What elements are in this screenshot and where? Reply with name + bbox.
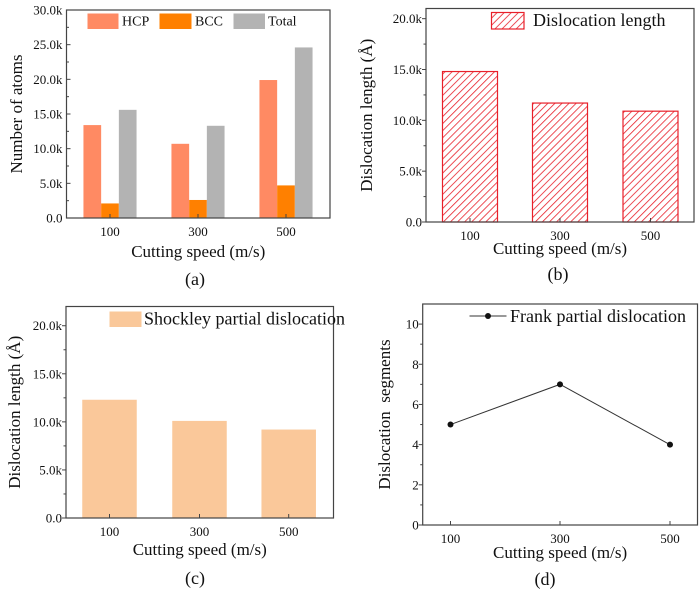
y-tick-label: 0.0 [406, 215, 422, 230]
bar-hcp-500 [259, 80, 278, 218]
legend: Shockley partial dislocation [109, 309, 345, 329]
legend-swatch [109, 311, 142, 327]
bar-total-300 [206, 125, 225, 218]
bar-total-500 [294, 47, 313, 218]
y-tick-label: 0 [412, 518, 419, 533]
x-axis-title: Cutting speed (m/s) [493, 543, 627, 562]
y-tick-label: 30.0k [33, 3, 63, 18]
legend-label: HCP [122, 15, 149, 30]
y-tick-label: 20.0k [393, 11, 423, 26]
legend-label: Frank partial dislocation [510, 306, 686, 326]
bar-shockley-partial-dislocation-500 [261, 429, 316, 518]
y-tick-label: 20.0k [33, 318, 63, 333]
data-point-300 [557, 381, 563, 388]
legend-marker [485, 313, 491, 319]
legend-label: BCC [195, 15, 223, 30]
y-tick-label: 2 [412, 477, 419, 492]
x-tick-label: 500 [641, 228, 661, 243]
y-tick-label: 4 [412, 437, 419, 452]
y-tick-label: 10.0k [393, 113, 423, 128]
x-tick-label: 300 [190, 524, 210, 539]
y-axis-title: Dislocation length (Å) [357, 39, 376, 192]
plot-frame [422, 303, 699, 526]
x-tick-label: 300 [550, 228, 570, 243]
panel-a: 0.0 5.0k 10.0k 15.0k 20.0k 25.0k 30.0k 100 300 50… [7, 3, 331, 290]
x-tick-label: 300 [188, 224, 208, 239]
y-tick-label: 15.0k [393, 62, 423, 77]
bar-hcp-100 [83, 125, 102, 218]
legend: HCP BCC Total [87, 13, 297, 30]
y-tick-label: 15.0k [33, 366, 63, 381]
y-tick-label: 10 [406, 317, 419, 332]
bar-bcc-300 [189, 199, 207, 218]
legend: Dislocation length [490, 10, 665, 30]
data-point-100 [447, 421, 454, 428]
legend-swatch-total [233, 13, 265, 29]
legend-swatch-bcc [159, 13, 192, 29]
legend-label: Total [268, 15, 297, 30]
bar-dislocation-length-300 [531, 102, 589, 223]
data-point-500 [667, 441, 673, 448]
x-tick-label: 100 [460, 228, 480, 243]
y-axis-title: Dislocation length (Å) [5, 336, 24, 489]
legend-label: Dislocation length [533, 10, 665, 30]
x-tick-label: 300 [550, 531, 570, 546]
y-tick-label: 10.0k [33, 141, 63, 156]
bar-bcc-100 [101, 203, 119, 218]
panel-caption: (c) [185, 568, 205, 589]
y-tick-label: 0.0 [46, 511, 62, 526]
y-axis-title: Number of atoms [7, 55, 26, 174]
y-tick-label: 6 [412, 397, 419, 412]
y-axis-title: Dislocation segments [375, 339, 394, 489]
bar-bcc-500 [277, 185, 295, 218]
x-tick-label: 500 [279, 524, 299, 539]
x-tick-label: 500 [276, 224, 296, 239]
bar-shockley-partial-dislocation-100 [82, 399, 137, 518]
x-axis-title: Cutting speed (m/s) [131, 242, 265, 261]
bar-total-100 [118, 109, 137, 218]
y-tick-label: 8 [412, 357, 419, 372]
y-tick-label: 25.0k [33, 37, 63, 52]
y-tick-label: 15.0k [33, 107, 63, 122]
y-tick-label: 20.0k [33, 72, 63, 87]
legend-swatch [490, 11, 525, 30]
legend-label: Shockley partial dislocation [144, 309, 345, 329]
x-tick-label: 100 [100, 224, 120, 239]
series-line-frank-partial-dislocation [450, 383, 671, 446]
bar-dislocation-length-500 [622, 110, 679, 223]
bar-dislocation-length-100 [441, 70, 499, 223]
legend: Frank partial dislocation [469, 306, 686, 326]
panel-b: 0.0 5.0k 10.0k 15.0k 20.0k 100 300 500 Cutting s… [357, 7, 695, 285]
y-tick-label: 5.0k [40, 176, 63, 191]
panel-caption: (d) [535, 569, 556, 590]
x-axis-title: Cutting speed (m/s) [493, 239, 627, 258]
panel-c: 0.0 5.0k 10.0k 15.0k 20.0k 100 300 500 Cutting s… [5, 305, 345, 589]
x-tick-label: 500 [660, 531, 680, 546]
legend-swatch-hcp [87, 13, 119, 29]
panel-caption: (b) [548, 264, 569, 285]
panel-caption: (a) [185, 269, 205, 290]
y-tick-label: 5.0k [39, 462, 62, 477]
x-tick-label: 100 [441, 531, 461, 546]
y-tick-label: 0.0 [46, 211, 62, 226]
bar-hcp-300 [171, 143, 190, 218]
y-tick-label: 5.0k [399, 164, 422, 179]
y-tick-label: 10.0k [33, 414, 63, 429]
x-tick-label: 100 [100, 524, 120, 539]
panel-d: 0 2 4 6 8 10 100 300 500 Cutting speed (m/s) Dislo… [375, 303, 699, 590]
bar-shockley-partial-dislocation-300 [172, 420, 227, 518]
x-axis-title: Cutting speed (m/s) [133, 540, 267, 559]
